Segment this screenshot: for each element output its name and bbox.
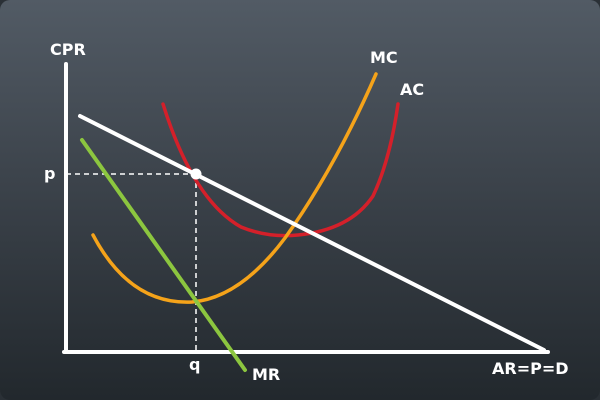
price-label: p — [44, 164, 55, 183]
quantity-label: q — [189, 355, 200, 374]
ac-curve — [161, 102, 400, 238]
y-axis-label: CPR — [50, 40, 86, 59]
ac-label: AC — [400, 80, 424, 99]
mc-curve — [91, 72, 378, 304]
demand-label: AR=P=D — [492, 359, 569, 378]
equilibrium-point — [190, 168, 202, 180]
demand-curve — [78, 114, 546, 352]
mr-label: MR — [252, 365, 280, 384]
mr-curve — [80, 138, 247, 372]
mc-label: MC — [370, 48, 398, 67]
